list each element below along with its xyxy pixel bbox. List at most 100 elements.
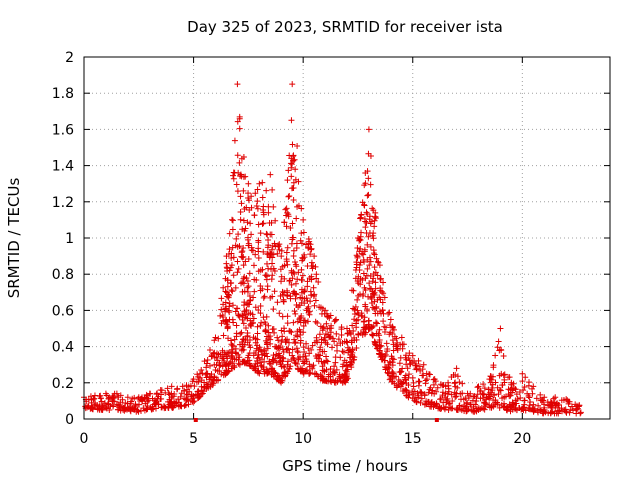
x-axis-label: GPS time / hours [282,457,408,475]
data-point [284,261,291,268]
data-point [287,328,294,335]
data-point [185,401,192,408]
data-point [254,330,261,337]
data-point [115,401,122,408]
data-point [120,404,127,411]
data-point [388,373,395,380]
data-point [376,262,383,269]
data-point [292,166,299,173]
data-point [286,366,293,373]
data-point [298,313,305,320]
data-point [254,355,261,362]
data-point [379,299,386,306]
data-point [520,407,527,414]
data-point [144,398,151,405]
data-point [329,344,336,351]
data-point [517,395,524,402]
data-point [480,381,487,388]
data-point [286,278,293,285]
data-point [344,366,351,373]
data-point [380,318,387,325]
data-point [404,365,411,372]
data-point [300,216,307,223]
data-point [399,365,406,372]
data-point [106,406,113,413]
data-point [364,307,371,314]
data-point [234,152,241,159]
data-point [284,291,291,298]
data-point [236,341,243,348]
data-point [415,394,422,401]
data-point [276,310,283,317]
data-point [250,315,257,322]
data-point [371,223,378,230]
data-point [537,391,544,398]
data-point [366,280,373,287]
data-point [389,337,396,344]
data-point [254,186,261,193]
data-point [256,344,263,351]
data-point [280,296,287,303]
data-point [194,391,201,398]
data-point [357,281,364,288]
data-point [220,332,227,339]
data-point [374,296,381,303]
data-point [139,396,146,403]
data-point [265,236,272,243]
data-point [264,260,271,267]
data-point [236,125,243,132]
data-point [361,318,368,325]
data-point [344,325,350,332]
data-point [172,400,179,407]
data-point [294,203,301,210]
data-point [197,393,204,400]
data-point [293,301,300,308]
data-point [291,340,298,347]
data-point [381,294,388,301]
data-point [285,345,292,352]
y-tick-label: 0 [65,412,74,428]
data-point [284,313,291,320]
data-point [475,405,482,412]
data-point [217,312,224,319]
data-point [548,409,555,416]
data-point [237,193,244,200]
data-point [270,373,277,380]
data-point [286,193,293,200]
data-point [129,395,136,402]
y-tick-label: 2 [65,50,74,66]
data-point [257,310,264,317]
data-point [135,394,142,401]
data-point [573,406,580,413]
data-point [211,373,218,380]
data-point [480,391,487,398]
data-point [327,329,334,336]
data-point [229,217,236,224]
y-tick-label: 1.2 [52,195,74,211]
data-point [182,396,189,403]
data-point [190,376,197,383]
data-point [265,329,272,336]
y-tick-label: 0.8 [52,267,74,283]
data-point [336,373,343,380]
data-point [334,378,341,385]
data-point [346,346,353,353]
data-point [389,378,396,385]
data-point [255,239,262,246]
data-point [348,287,355,294]
data-point [209,379,216,386]
data-point [520,387,527,394]
data-point [505,386,512,393]
data-point [495,338,502,345]
data-point [451,389,458,396]
data-point [248,231,255,238]
data-point [240,320,247,327]
data-point [456,379,463,386]
data-point [453,393,460,400]
data-point [294,142,301,149]
data-point [356,266,363,273]
data-point [243,311,250,318]
data-point [378,288,385,295]
data-point [252,251,259,258]
data-point [244,315,251,322]
